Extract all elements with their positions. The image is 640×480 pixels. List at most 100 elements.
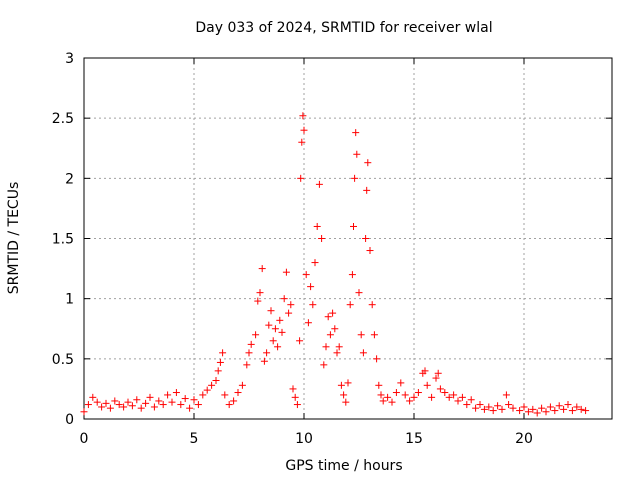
data-point (234, 389, 242, 397)
data-point (245, 349, 253, 357)
data-point (164, 391, 172, 399)
data-point (577, 405, 585, 413)
data-point (454, 397, 462, 405)
data-point (498, 405, 506, 413)
data-point (414, 389, 422, 397)
data-point (342, 398, 350, 406)
data-point (476, 401, 484, 409)
data-point (282, 268, 290, 276)
data-point (373, 355, 381, 363)
data-point (331, 325, 339, 333)
data-point (80, 408, 88, 416)
data-point (256, 289, 264, 297)
data-point (542, 408, 550, 416)
data-point (322, 343, 330, 351)
data-points (80, 112, 590, 417)
data-point (267, 307, 275, 315)
x-axis-label: GPS time / hours (285, 458, 402, 474)
data-point (298, 138, 306, 146)
y-tick-label: 1 (65, 292, 74, 308)
data-point (269, 337, 277, 345)
data-point (124, 398, 132, 406)
data-point (368, 301, 376, 309)
data-point (359, 349, 367, 357)
data-point (410, 393, 418, 401)
data-point (533, 409, 541, 417)
data-point (300, 126, 308, 134)
data-point (428, 393, 436, 401)
tick-labels: 0 5 10 15 20 0 0.5 1 1.5 2 2.5 3 (52, 51, 533, 447)
data-point (293, 401, 301, 409)
data-point (348, 271, 356, 279)
data-point (472, 404, 480, 412)
data-point (98, 403, 106, 411)
data-point (296, 337, 304, 345)
data-point (93, 398, 101, 406)
data-point (225, 401, 233, 409)
chart-title: Day 033 of 2024, SRMTID for receiver wla… (195, 20, 492, 36)
plot-frame (83, 57, 613, 420)
x-tick-label: 10 (295, 431, 313, 447)
data-point (555, 402, 563, 410)
x-tick-label: 5 (190, 431, 199, 447)
data-point (384, 393, 392, 401)
data-point (463, 401, 471, 409)
data-point (324, 313, 332, 321)
data-point (340, 391, 348, 399)
y-tick-label: 2.5 (52, 111, 74, 127)
y-tick-label: 2 (65, 171, 74, 187)
data-point (216, 358, 224, 366)
data-point (441, 389, 449, 397)
data-point (260, 357, 268, 365)
data-point (297, 174, 305, 182)
data-point (401, 391, 409, 399)
data-point (84, 401, 92, 409)
data-point (568, 407, 576, 415)
data-point (480, 405, 488, 413)
data-point (168, 398, 176, 406)
data-point (186, 404, 194, 412)
data-point (230, 397, 238, 405)
data-point (212, 376, 220, 384)
data-point (352, 129, 360, 137)
data-point (423, 381, 431, 389)
data-point (128, 402, 136, 410)
data-point (238, 381, 246, 389)
y-tick-label: 0 (65, 412, 74, 428)
data-point (362, 235, 370, 242)
data-point (199, 391, 207, 399)
data-point (150, 403, 158, 411)
data-point (388, 398, 396, 406)
data-point (243, 361, 251, 369)
data-point (406, 397, 414, 405)
data-point (375, 381, 383, 389)
data-point (560, 405, 568, 413)
data-point (208, 381, 216, 389)
data-point (155, 397, 163, 405)
data-point (254, 297, 262, 305)
data-point (551, 407, 559, 415)
data-point (221, 391, 229, 399)
data-point (397, 379, 405, 387)
data-point (299, 112, 307, 120)
data-point (274, 343, 282, 351)
x-tick-label: 15 (405, 431, 423, 447)
data-point (505, 401, 513, 409)
data-point (133, 396, 141, 404)
data-point (120, 403, 128, 411)
data-point (214, 367, 222, 375)
data-point (307, 283, 315, 291)
data-point (247, 340, 255, 348)
x-tick-label: 0 (80, 431, 89, 447)
data-point (377, 391, 385, 399)
data-point (181, 395, 189, 403)
data-point (546, 403, 554, 411)
data-point (304, 319, 312, 327)
data-point (370, 331, 378, 339)
data-point (102, 399, 110, 407)
data-point (285, 309, 293, 317)
y-tick-label: 3 (65, 51, 74, 67)
data-point (278, 328, 286, 336)
data-point (335, 343, 343, 351)
